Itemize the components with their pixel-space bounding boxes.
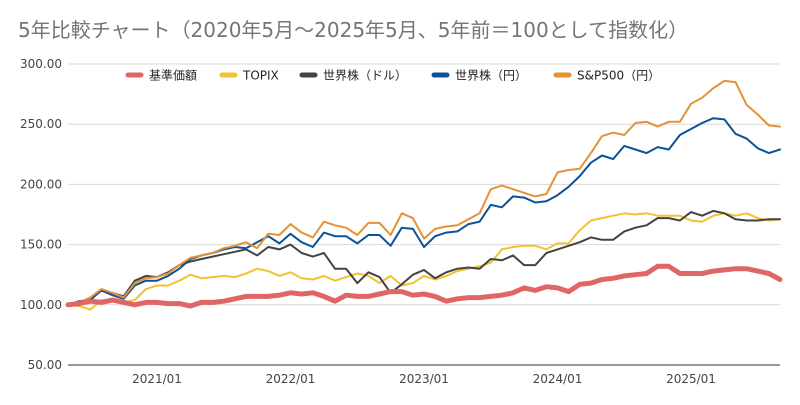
legend-label: 世界株（ドル） (323, 68, 407, 83)
legend-label: S&P500（円） (577, 69, 660, 83)
y-tick-label: 300.00 (20, 57, 62, 71)
y-tick-label: 100.00 (20, 298, 62, 312)
x-tick-label: 2023/01 (399, 372, 449, 386)
series-line-0 (65, 263, 783, 309)
y-tick-label: 250.00 (20, 117, 62, 131)
x-tick-label: 2021/01 (132, 372, 182, 386)
y-tick-label: 200.00 (20, 177, 62, 191)
legend: 基準価額 TOPIX 世界株（ドル） 世界株（円） S&P500（円） (125, 68, 660, 83)
x-tick-label: 2022/01 (266, 372, 316, 386)
chart-title: 5年比較チャート（2020年5月〜2025年5月、5年前＝100として指数化） (18, 18, 689, 42)
axis-layer: 50.00 100.00 150.00 200.00 250.00 300.00 2021/… (20, 57, 716, 386)
series-layer (65, 79, 783, 311)
legend-label: TOPIX (242, 69, 279, 83)
x-tick-label: 2025/01 (666, 372, 716, 386)
y-tick-label: 150.00 (20, 238, 62, 252)
grid-layer (68, 63, 780, 366)
series-line-4 (67, 79, 781, 306)
series-line-2 (67, 209, 781, 306)
series-line-3 (67, 117, 781, 306)
series-line-1 (67, 212, 781, 311)
legend-label: 世界株（円） (455, 68, 527, 83)
x-tick-label: 2024/01 (533, 372, 583, 386)
y-tick-label: 50.00 (28, 358, 62, 372)
legend-label: 基準価額 (149, 68, 197, 83)
